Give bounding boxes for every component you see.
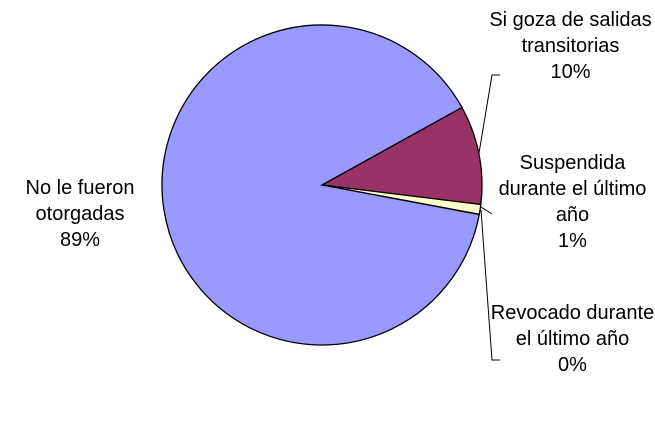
category-name: Suspendida durante el último año [498, 152, 647, 226]
category-name: Revocado durante el último año [490, 302, 655, 350]
value-label: 0% [558, 354, 587, 376]
slice-label: No le fueron otorgadas 89% [5, 175, 155, 253]
leader-line [480, 209, 500, 361]
pie-slice [319, 106, 483, 206]
pie-slice [161, 24, 481, 346]
slice-label: Revocado durante el último año 0% [490, 300, 655, 378]
value-label: 10% [550, 61, 591, 83]
leader-line [476, 74, 500, 166]
slice-label: Suspendida durante el último año 1% [490, 150, 655, 254]
leader-line [480, 206, 493, 215]
category-name: Si goza de salidas transitorias [489, 9, 652, 57]
slice-label: Si goza de salidas transitorias 10% [488, 7, 653, 85]
slices [161, 24, 483, 346]
category-name: No le fueron otorgadas [25, 177, 135, 225]
value-label: 1% [558, 230, 587, 252]
value-label: 89% [59, 229, 101, 251]
